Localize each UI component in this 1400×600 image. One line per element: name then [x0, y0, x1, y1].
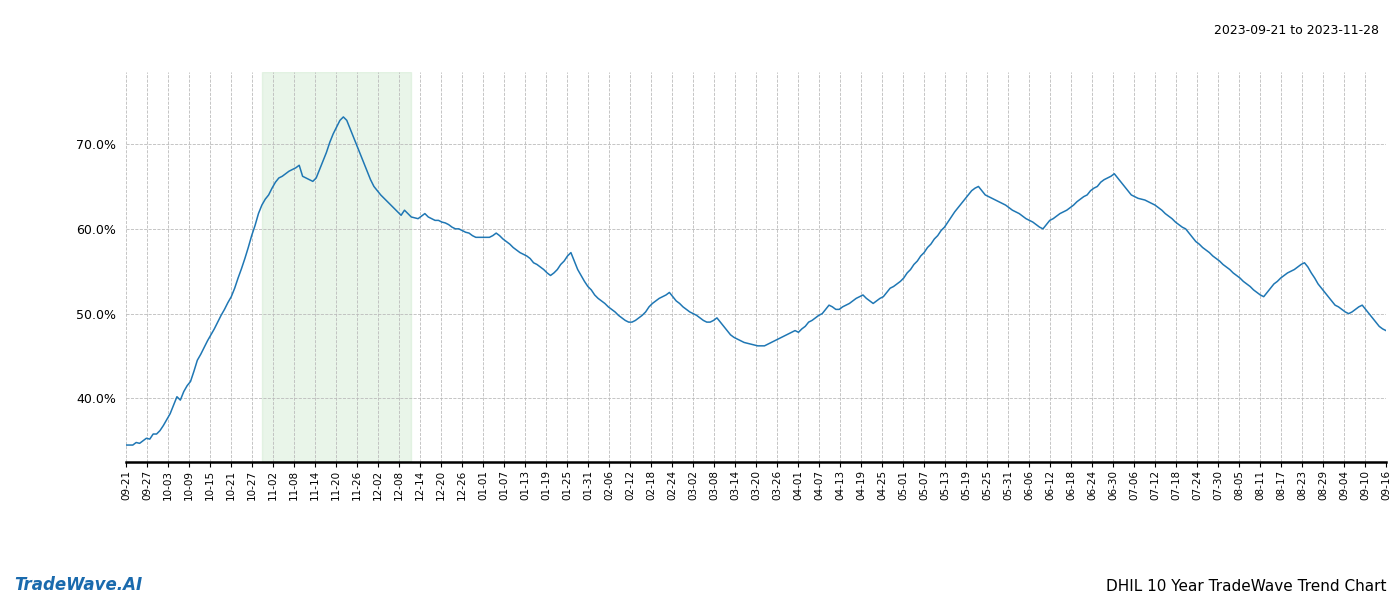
Text: 2023-09-21 to 2023-11-28: 2023-09-21 to 2023-11-28 [1214, 24, 1379, 37]
Text: TradeWave.AI: TradeWave.AI [14, 576, 143, 594]
Text: DHIL 10 Year TradeWave Trend Chart: DHIL 10 Year TradeWave Trend Chart [1106, 579, 1386, 594]
Bar [262, 72, 412, 462]
